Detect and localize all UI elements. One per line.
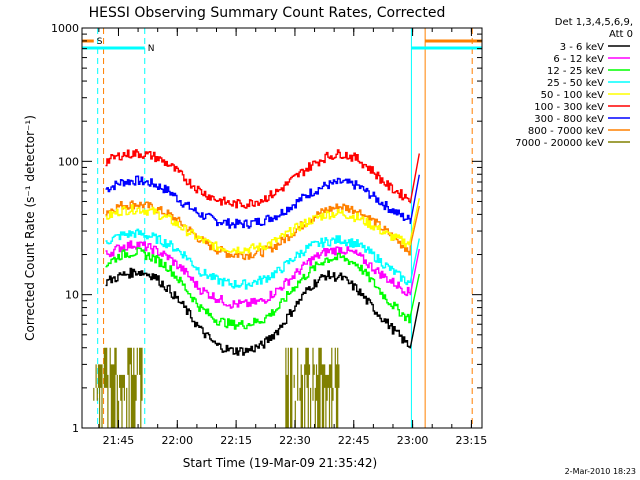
x-tick-label: 22:30 [279, 434, 311, 447]
x-tick-label: 23:00 [397, 434, 429, 447]
y-tick-label: 1000 [51, 22, 79, 35]
legend-label: 12 - 25 keV [547, 66, 604, 77]
legend-header-line-1: Det 1,3,4,5,6,9, [555, 17, 633, 28]
burst-0 [93, 347, 143, 428]
legend-label: 25 - 50 keV [547, 78, 604, 89]
y-axis-label: Corrected Count Rate (s⁻¹ detector⁻¹) [23, 115, 37, 341]
series-line-0 [105, 267, 420, 356]
x-tick-label: 22:00 [161, 434, 193, 447]
legend-label: 6 - 12 keV [553, 54, 604, 65]
x-tick-label: 22:45 [338, 434, 370, 447]
legend-label: 300 - 800 keV [534, 114, 604, 125]
series-line-4 [105, 198, 420, 254]
legend-label: 3 - 6 keV [560, 42, 604, 53]
y-tick-label: 10 [65, 289, 79, 302]
series-line-1 [105, 240, 420, 309]
x-tick-label: 22:15 [220, 434, 252, 447]
legend-label: 50 - 100 keV [541, 90, 605, 101]
legend-label: 800 - 7000 keV [528, 126, 604, 137]
plot-frame [81, 27, 483, 429]
series-line-6 [105, 174, 420, 229]
burst-1 [285, 347, 340, 428]
chart-title: HESSI Observing Summary Count Rates, Cor… [89, 5, 446, 21]
x-axis-label: Start Time (19-Mar-09 21:35:42) [183, 456, 377, 470]
legend-header-line-2: Att 0 [609, 29, 633, 40]
flag-label-s: S [97, 37, 103, 47]
y-tick-label: 100 [58, 155, 79, 168]
y-tick-label: 1 [72, 422, 79, 435]
legend-label: 7000 - 20000 keV [515, 138, 604, 149]
x-tick-label: 21:45 [103, 434, 135, 447]
x-tick-label: 23:15 [456, 434, 488, 447]
series-line-3 [105, 228, 420, 290]
series-line-5 [105, 149, 420, 209]
legend-label: 100 - 300 keV [534, 102, 604, 113]
series-line-2 [105, 247, 420, 330]
footer-timestamp: 2-Mar-2010 18:23 [565, 467, 636, 476]
flag-label-n: N [148, 44, 155, 54]
